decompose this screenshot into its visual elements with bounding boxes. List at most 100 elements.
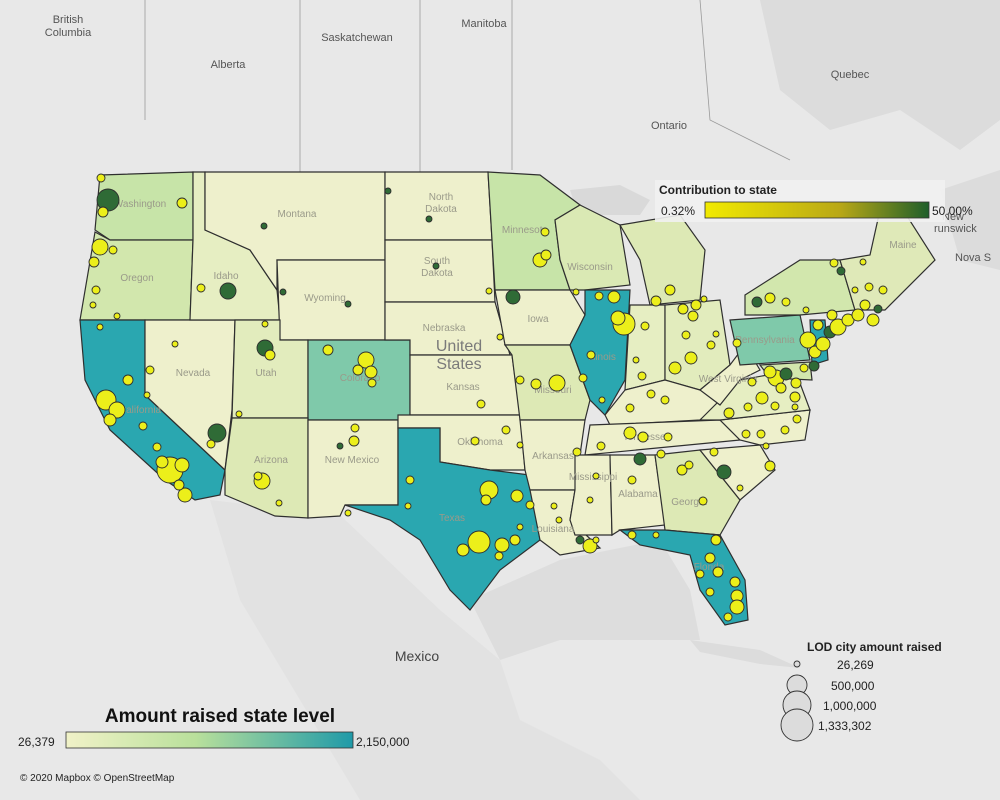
city-dot[interactable]: [261, 320, 269, 328]
city-dot[interactable]: [322, 344, 334, 356]
city-dot[interactable]: [108, 401, 126, 419]
city-dot[interactable]: [712, 566, 724, 578]
city-dot[interactable]: [704, 552, 716, 564]
city-dot[interactable]: [264, 349, 276, 361]
city-dot[interactable]: [555, 516, 563, 524]
city-dot[interactable]: [592, 472, 600, 480]
city-dot[interactable]: [586, 350, 596, 360]
city-dot[interactable]: [509, 534, 521, 546]
city-dot[interactable]: [775, 382, 787, 394]
city-dot[interactable]: [113, 312, 121, 320]
city-dot[interactable]: [607, 290, 621, 304]
city-dot[interactable]: [145, 365, 155, 375]
city-dot[interactable]: [878, 285, 888, 295]
city-dot[interactable]: [826, 309, 838, 321]
city-dot[interactable]: [405, 475, 415, 485]
city-dot[interactable]: [174, 457, 190, 473]
city-dot[interactable]: [729, 599, 745, 615]
city-dot[interactable]: [108, 245, 118, 255]
city-dot[interactable]: [540, 249, 552, 261]
city-dot[interactable]: [173, 479, 185, 491]
city-dot[interactable]: [350, 423, 360, 433]
city-dot[interactable]: [637, 431, 649, 443]
city-dot[interactable]: [789, 391, 801, 403]
city-dot[interactable]: [456, 543, 470, 557]
city-dot[interactable]: [572, 447, 582, 457]
city-dot[interactable]: [344, 300, 352, 308]
city-dot[interactable]: [723, 407, 735, 419]
city-dot[interactable]: [829, 258, 839, 268]
city-dot[interactable]: [582, 538, 598, 554]
city-dot[interactable]: [171, 340, 179, 348]
city-dot[interactable]: [705, 587, 715, 597]
city-dot[interactable]: [592, 536, 600, 544]
city-dot[interactable]: [432, 262, 440, 270]
city-dot[interactable]: [684, 351, 698, 365]
city-dot[interactable]: [709, 447, 719, 457]
city-dot[interactable]: [799, 363, 809, 373]
city-dot[interactable]: [336, 442, 344, 450]
city-dot[interactable]: [96, 323, 104, 331]
city-dot[interactable]: [89, 301, 97, 309]
city-dot[interactable]: [143, 391, 151, 399]
city-dot[interactable]: [578, 373, 588, 383]
city-dot[interactable]: [780, 425, 790, 435]
city-dot[interactable]: [664, 284, 676, 296]
city-dot[interactable]: [802, 306, 810, 314]
city-dot[interactable]: [764, 460, 776, 472]
city-dot[interactable]: [97, 206, 109, 218]
state-pennsylvania[interactable]: [729, 314, 811, 366]
city-dot[interactable]: [494, 551, 504, 561]
city-dot[interactable]: [610, 310, 626, 326]
city-dot[interactable]: [710, 534, 722, 546]
city-dot[interactable]: [812, 319, 824, 331]
city-dot[interactable]: [656, 449, 666, 459]
city-dot[interactable]: [253, 471, 263, 481]
city-dot[interactable]: [756, 429, 766, 439]
city-dot[interactable]: [873, 304, 883, 314]
city-dot[interactable]: [729, 576, 741, 588]
state-georgia[interactable]: [654, 449, 741, 536]
city-dot[interactable]: [207, 423, 227, 443]
city-dot[interactable]: [122, 374, 134, 386]
city-dot[interactable]: [640, 321, 650, 331]
city-dot[interactable]: [790, 377, 802, 389]
city-dot[interactable]: [723, 612, 733, 622]
state-arizona[interactable]: [224, 417, 309, 519]
city-dot[interactable]: [755, 391, 769, 405]
city-dot[interactable]: [275, 499, 283, 507]
city-dot[interactable]: [866, 313, 880, 327]
city-dot[interactable]: [103, 413, 117, 427]
city-dot[interactable]: [712, 330, 720, 338]
city-dot[interactable]: [155, 455, 169, 469]
city-dot[interactable]: [676, 464, 688, 476]
city-dot[interactable]: [700, 295, 708, 303]
city-dot[interactable]: [344, 509, 352, 517]
state-texas[interactable]: [344, 427, 541, 611]
city-dot[interactable]: [747, 377, 757, 387]
city-dot[interactable]: [404, 502, 412, 510]
city-dot[interactable]: [279, 288, 287, 296]
city-dot[interactable]: [219, 282, 237, 300]
state-mississippi[interactable]: [569, 454, 613, 536]
city-dot[interactable]: [586, 496, 594, 504]
city-dot[interactable]: [763, 365, 777, 379]
city-dot[interactable]: [425, 215, 433, 223]
city-dot[interactable]: [677, 303, 689, 315]
city-dot[interactable]: [627, 530, 637, 540]
city-dot[interactable]: [550, 502, 558, 510]
city-dot[interactable]: [467, 530, 491, 554]
city-dot[interactable]: [716, 464, 732, 480]
city-dot[interactable]: [695, 569, 705, 579]
city-dot[interactable]: [88, 256, 100, 268]
city-dot[interactable]: [596, 441, 606, 451]
state-alabama[interactable]: [609, 454, 666, 537]
city-dot[interactable]: [706, 340, 716, 350]
city-dot[interactable]: [91, 238, 109, 256]
city-dot[interactable]: [762, 442, 770, 450]
city-dot[interactable]: [690, 299, 702, 311]
city-dot[interactable]: [384, 187, 392, 195]
city-dot[interactable]: [96, 173, 106, 183]
city-dot[interactable]: [792, 414, 802, 424]
